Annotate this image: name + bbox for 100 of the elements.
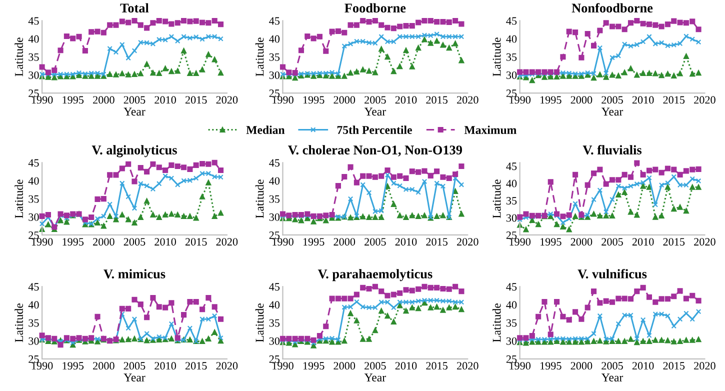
y-tick-label: 35: [269, 53, 280, 61]
y-tick-label: 40: [506, 301, 517, 309]
x-tick-label: 2020: [694, 362, 716, 370]
y-tick-label: 40: [28, 301, 39, 309]
chart-title: V. parahaemolyticus: [318, 269, 432, 282]
x-tick-label: 1990: [510, 238, 531, 246]
chart-title: Foodborne: [344, 3, 406, 13]
legend-label: 75th Percentile: [337, 126, 412, 134]
y-tick-label: 40: [28, 177, 39, 185]
x-tick-label: 1990: [272, 96, 294, 104]
x-tick-label: 2020: [694, 96, 716, 104]
x-tick-label: 1995: [62, 96, 84, 104]
y-tick-label: 25: [269, 355, 280, 363]
x-tick-label: 2000: [334, 96, 356, 104]
x-tick-label: 2015: [185, 96, 207, 104]
x-tick-label: 2000: [334, 362, 356, 370]
chart-title: V. fluvialis: [582, 145, 642, 155]
x-tick-label: 2005: [364, 96, 386, 104]
x-tick-label: 2005: [602, 362, 623, 370]
chart-title: V. alginolyticus: [92, 145, 177, 158]
x-tick-label: 2020: [694, 238, 716, 246]
y-axis-title: Latitude: [14, 304, 23, 342]
x-tick-label: 2010: [395, 238, 417, 246]
y-tick-label: 45: [506, 283, 517, 291]
x-tick-label: 2010: [395, 96, 417, 104]
y-tick-label: 35: [506, 197, 517, 205]
x-tick-label: 1990: [272, 238, 294, 246]
y-tick-label: 25: [28, 90, 39, 98]
x-axis-title: Year: [364, 374, 386, 382]
x-tick-label: 2010: [154, 362, 176, 370]
y-tick-label: 25: [28, 231, 39, 239]
x-tick-label: 2015: [426, 96, 448, 104]
y-tick-label: 35: [28, 53, 39, 61]
x-tick-label: 1990: [32, 238, 53, 246]
y-tick-label: 30: [269, 213, 280, 221]
x-tick-label: 2020: [457, 238, 478, 246]
y-axis-title: Latitude: [14, 180, 23, 218]
x-tick-label: 2015: [663, 96, 685, 104]
legend-label: Maximum: [464, 126, 516, 134]
x-axis-title: Year: [124, 374, 146, 382]
x-tick-label: 2010: [154, 96, 176, 104]
x-tick-label: 2005: [364, 238, 386, 246]
x-tick-label: 2015: [663, 238, 685, 246]
y-tick-label: 45: [28, 159, 39, 167]
x-tick-label: 2020: [216, 96, 238, 104]
x-tick-label: 2020: [457, 96, 478, 104]
y-axis-title: Latitude: [492, 180, 501, 218]
y-axis-title: Latitude: [255, 304, 264, 342]
chart-title: Total: [120, 3, 149, 13]
y-tick-label: 35: [506, 319, 517, 327]
y-tick-label: 30: [506, 337, 517, 345]
x-tick-label: 2010: [632, 238, 654, 246]
y-axis-title: Latitude: [255, 180, 264, 218]
y-axis-title: Latitude: [492, 304, 501, 342]
x-tick-label: 2010: [632, 362, 654, 370]
x-tick-label: 2015: [185, 362, 207, 370]
x-axis-title: Year: [364, 108, 386, 116]
y-tick-label: 30: [28, 337, 39, 345]
y-tick-label: 45: [269, 283, 280, 291]
y-tick-label: 45: [28, 283, 39, 291]
chart-title: V. cholerae Non-O1, Non-O139: [288, 145, 462, 156]
x-tick-label: 2000: [93, 362, 114, 370]
x-tick-label: 2010: [395, 362, 417, 370]
x-tick-label: 2010: [154, 238, 176, 246]
y-tick-label: 35: [269, 195, 280, 203]
y-tick-label: 40: [506, 180, 517, 188]
y-tick-label: 40: [269, 35, 280, 43]
y-axis-title: Latitude: [255, 38, 264, 76]
x-tick-label: 1990: [32, 362, 53, 370]
y-tick-label: 25: [506, 231, 517, 239]
x-tick-label: 2005: [602, 96, 623, 104]
x-tick-label: 2005: [124, 362, 146, 370]
y-tick-label: 30: [28, 71, 39, 79]
y-tick-label: 35: [28, 195, 39, 203]
x-tick-label: 1990: [272, 362, 294, 370]
y-tick-label: 40: [269, 177, 280, 185]
x-tick-label: 2005: [364, 362, 386, 370]
y-tick-label: 45: [269, 17, 280, 25]
x-axis-title: Year: [124, 108, 146, 116]
y-tick-label: 30: [269, 71, 280, 79]
y-tick-label: 30: [506, 214, 517, 222]
y-tick-label: 30: [506, 71, 517, 79]
chart-title: V. vulnificus: [578, 268, 647, 278]
x-tick-label: 2000: [334, 238, 356, 246]
y-tick-label: 25: [506, 90, 517, 98]
x-tick-label: 2000: [93, 96, 114, 104]
x-tick-label: 1995: [303, 238, 324, 246]
x-tick-label: 2000: [570, 362, 592, 370]
y-tick-label: 45: [28, 17, 39, 25]
y-tick-label: 30: [28, 213, 39, 221]
y-tick-label: 25: [28, 355, 39, 363]
y-tick-label: 40: [269, 301, 280, 309]
x-axis-title: Year: [602, 374, 624, 382]
y-tick-label: 40: [506, 35, 517, 43]
y-tick-label: 35: [28, 319, 39, 327]
x-tick-label: 1995: [540, 96, 562, 104]
y-tick-label: 45: [269, 159, 280, 167]
x-tick-label: 1995: [540, 362, 562, 370]
x-tick-label: 1990: [510, 96, 531, 104]
y-tick-label: 45: [506, 17, 517, 25]
